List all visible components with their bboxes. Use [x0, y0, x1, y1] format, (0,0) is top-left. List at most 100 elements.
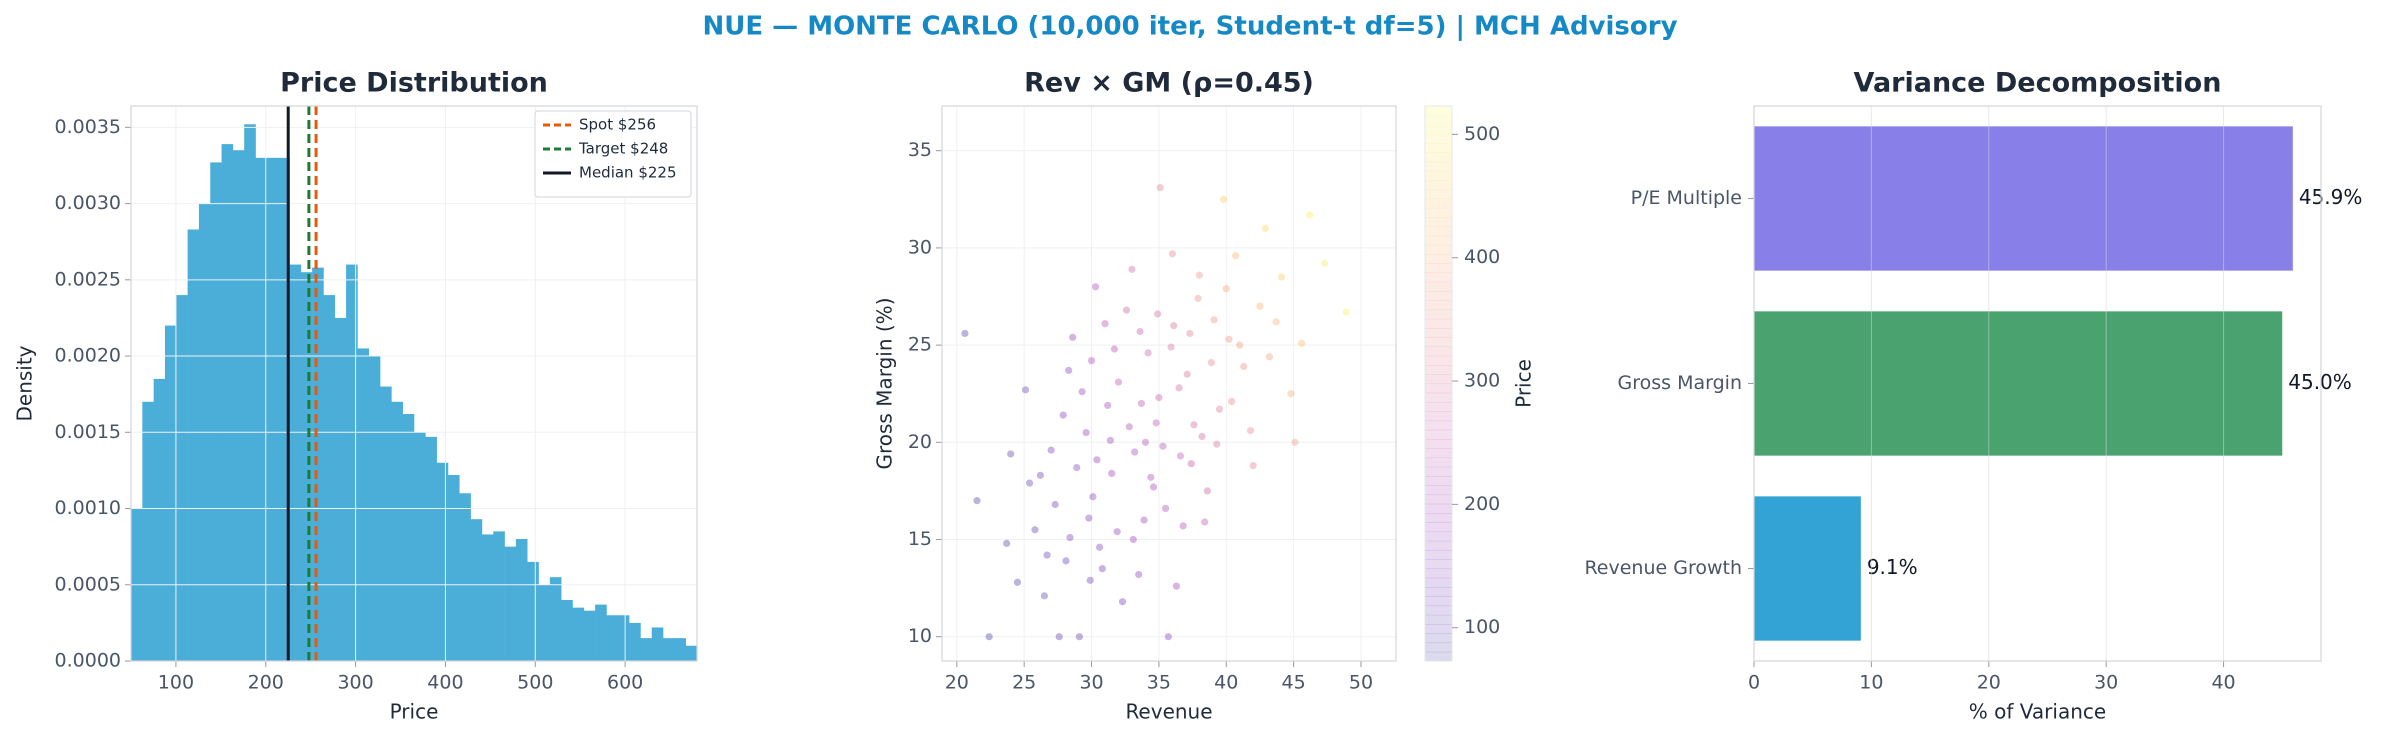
scatter-point — [1167, 343, 1175, 351]
scatter-point — [1240, 362, 1248, 371]
colorbar-segment — [1425, 494, 1452, 505]
y-axis-label: Density — [13, 345, 37, 421]
scatter-point — [1162, 504, 1170, 512]
scatter-point — [1298, 339, 1306, 347]
scatter-point — [1213, 440, 1221, 448]
scatter-point — [1137, 399, 1145, 408]
scatter-point — [1306, 211, 1314, 219]
scatter-point — [1118, 598, 1127, 606]
hist-bar — [153, 378, 166, 661]
hist-bar — [346, 264, 358, 661]
colorbar-segment — [1425, 124, 1452, 135]
x-tick-label: 100 — [158, 672, 194, 694]
scatter-point — [1104, 401, 1112, 409]
colorbar-segment — [1425, 550, 1452, 560]
scatter-point — [1069, 333, 1077, 341]
scatter-point — [1190, 421, 1198, 429]
colorbar-segment — [1425, 337, 1452, 348]
x-tick-label: 30 — [1079, 672, 1103, 694]
colorbar-tick-label: 200 — [1464, 493, 1500, 515]
x-tick-label: 35 — [1147, 672, 1171, 694]
scatter-point — [961, 329, 969, 338]
hist-bar — [232, 150, 245, 661]
colorbar-segment — [1425, 115, 1452, 126]
colorbar-segment — [1425, 420, 1452, 431]
scatter-point — [1031, 526, 1039, 534]
scatter-point — [1186, 329, 1194, 338]
colorbar-segment — [1425, 106, 1452, 116]
bar — [1754, 126, 2293, 271]
scatter-point — [1183, 370, 1191, 378]
colorbar-segment — [1425, 614, 1452, 625]
scatter-point — [1249, 462, 1257, 470]
hist-bar — [685, 645, 698, 661]
hist-bar — [549, 577, 562, 661]
colorbar-segment — [1425, 133, 1452, 144]
hist-bar — [527, 561, 539, 661]
scatter-point — [1091, 283, 1100, 291]
scatter-point — [1170, 322, 1178, 330]
hist-bar — [244, 124, 256, 662]
colorbar-segment — [1425, 189, 1452, 200]
scatter-point — [1110, 345, 1119, 353]
x-tick-label: 30 — [2094, 672, 2118, 694]
x-tick-label: 200 — [248, 672, 284, 694]
scatter-point — [1082, 428, 1090, 437]
x-tick-label: 500 — [517, 672, 553, 694]
scatter-point — [1207, 359, 1216, 367]
colorbar-segment — [1425, 596, 1452, 607]
scatter-point — [1096, 543, 1104, 551]
scatter-point — [973, 497, 981, 505]
bar-value-label: 45.9% — [2299, 185, 2363, 209]
colorbar-segment — [1425, 439, 1452, 449]
legend-box — [534, 110, 692, 198]
colorbar-segment — [1425, 143, 1452, 153]
hist-bar — [289, 264, 302, 661]
colorbar-segment — [1425, 309, 1452, 320]
hist-bar — [266, 157, 279, 662]
colorbar-segment — [1425, 272, 1452, 283]
x-tick-label: 40 — [2211, 672, 2235, 694]
hist-bar — [425, 436, 437, 661]
x-axis-label: % of Variance — [1969, 700, 2106, 724]
y-tick-label: 25 — [908, 334, 932, 356]
axes-title: Price Distribution — [280, 68, 548, 99]
hist-bar — [481, 534, 494, 661]
scatter-point — [1153, 310, 1162, 318]
scatter-point — [1087, 357, 1096, 365]
scatter-point — [1113, 528, 1121, 536]
scatter-point — [1098, 565, 1106, 573]
colorbar-segment — [1425, 624, 1452, 634]
scatter-point — [1172, 582, 1181, 590]
axes-title: Variance Decomposition — [1854, 68, 2222, 99]
colorbar-label: Price — [1512, 359, 1536, 408]
scatter-point — [1131, 448, 1139, 456]
colorbar-segment — [1425, 402, 1452, 412]
x-tick-label: 20 — [945, 672, 969, 694]
colorbar-segment — [1425, 300, 1452, 311]
y-tick-label: 10 — [908, 625, 932, 647]
colorbar-segment — [1425, 355, 1452, 366]
hist-bar — [561, 600, 573, 661]
scatter-point — [1159, 442, 1167, 450]
hist-bar — [357, 348, 370, 661]
colorbar-segment — [1425, 161, 1452, 172]
x-tick-label: 10 — [1859, 672, 1883, 694]
colorbar-segment — [1425, 374, 1452, 385]
colorbar-segment — [1425, 383, 1452, 394]
x-tick-label: 25 — [1012, 672, 1036, 694]
colorbar-segment — [1425, 411, 1452, 422]
x-tick-label: 600 — [607, 672, 643, 694]
figure-title: NUE — MONTE CARLO (10,000 iter, Student-… — [702, 12, 1677, 42]
colorbar-frame — [1424, 105, 1453, 662]
scatter-point — [1122, 306, 1131, 314]
hist-bar — [470, 519, 483, 661]
scatter-point — [1108, 469, 1116, 478]
scatter-point — [1277, 273, 1286, 281]
scatter-point — [1222, 285, 1230, 293]
hist-bar — [629, 622, 641, 661]
scatter-point — [1175, 384, 1183, 392]
colorbar-segment — [1425, 429, 1452, 440]
colorbar-segment — [1425, 531, 1452, 542]
